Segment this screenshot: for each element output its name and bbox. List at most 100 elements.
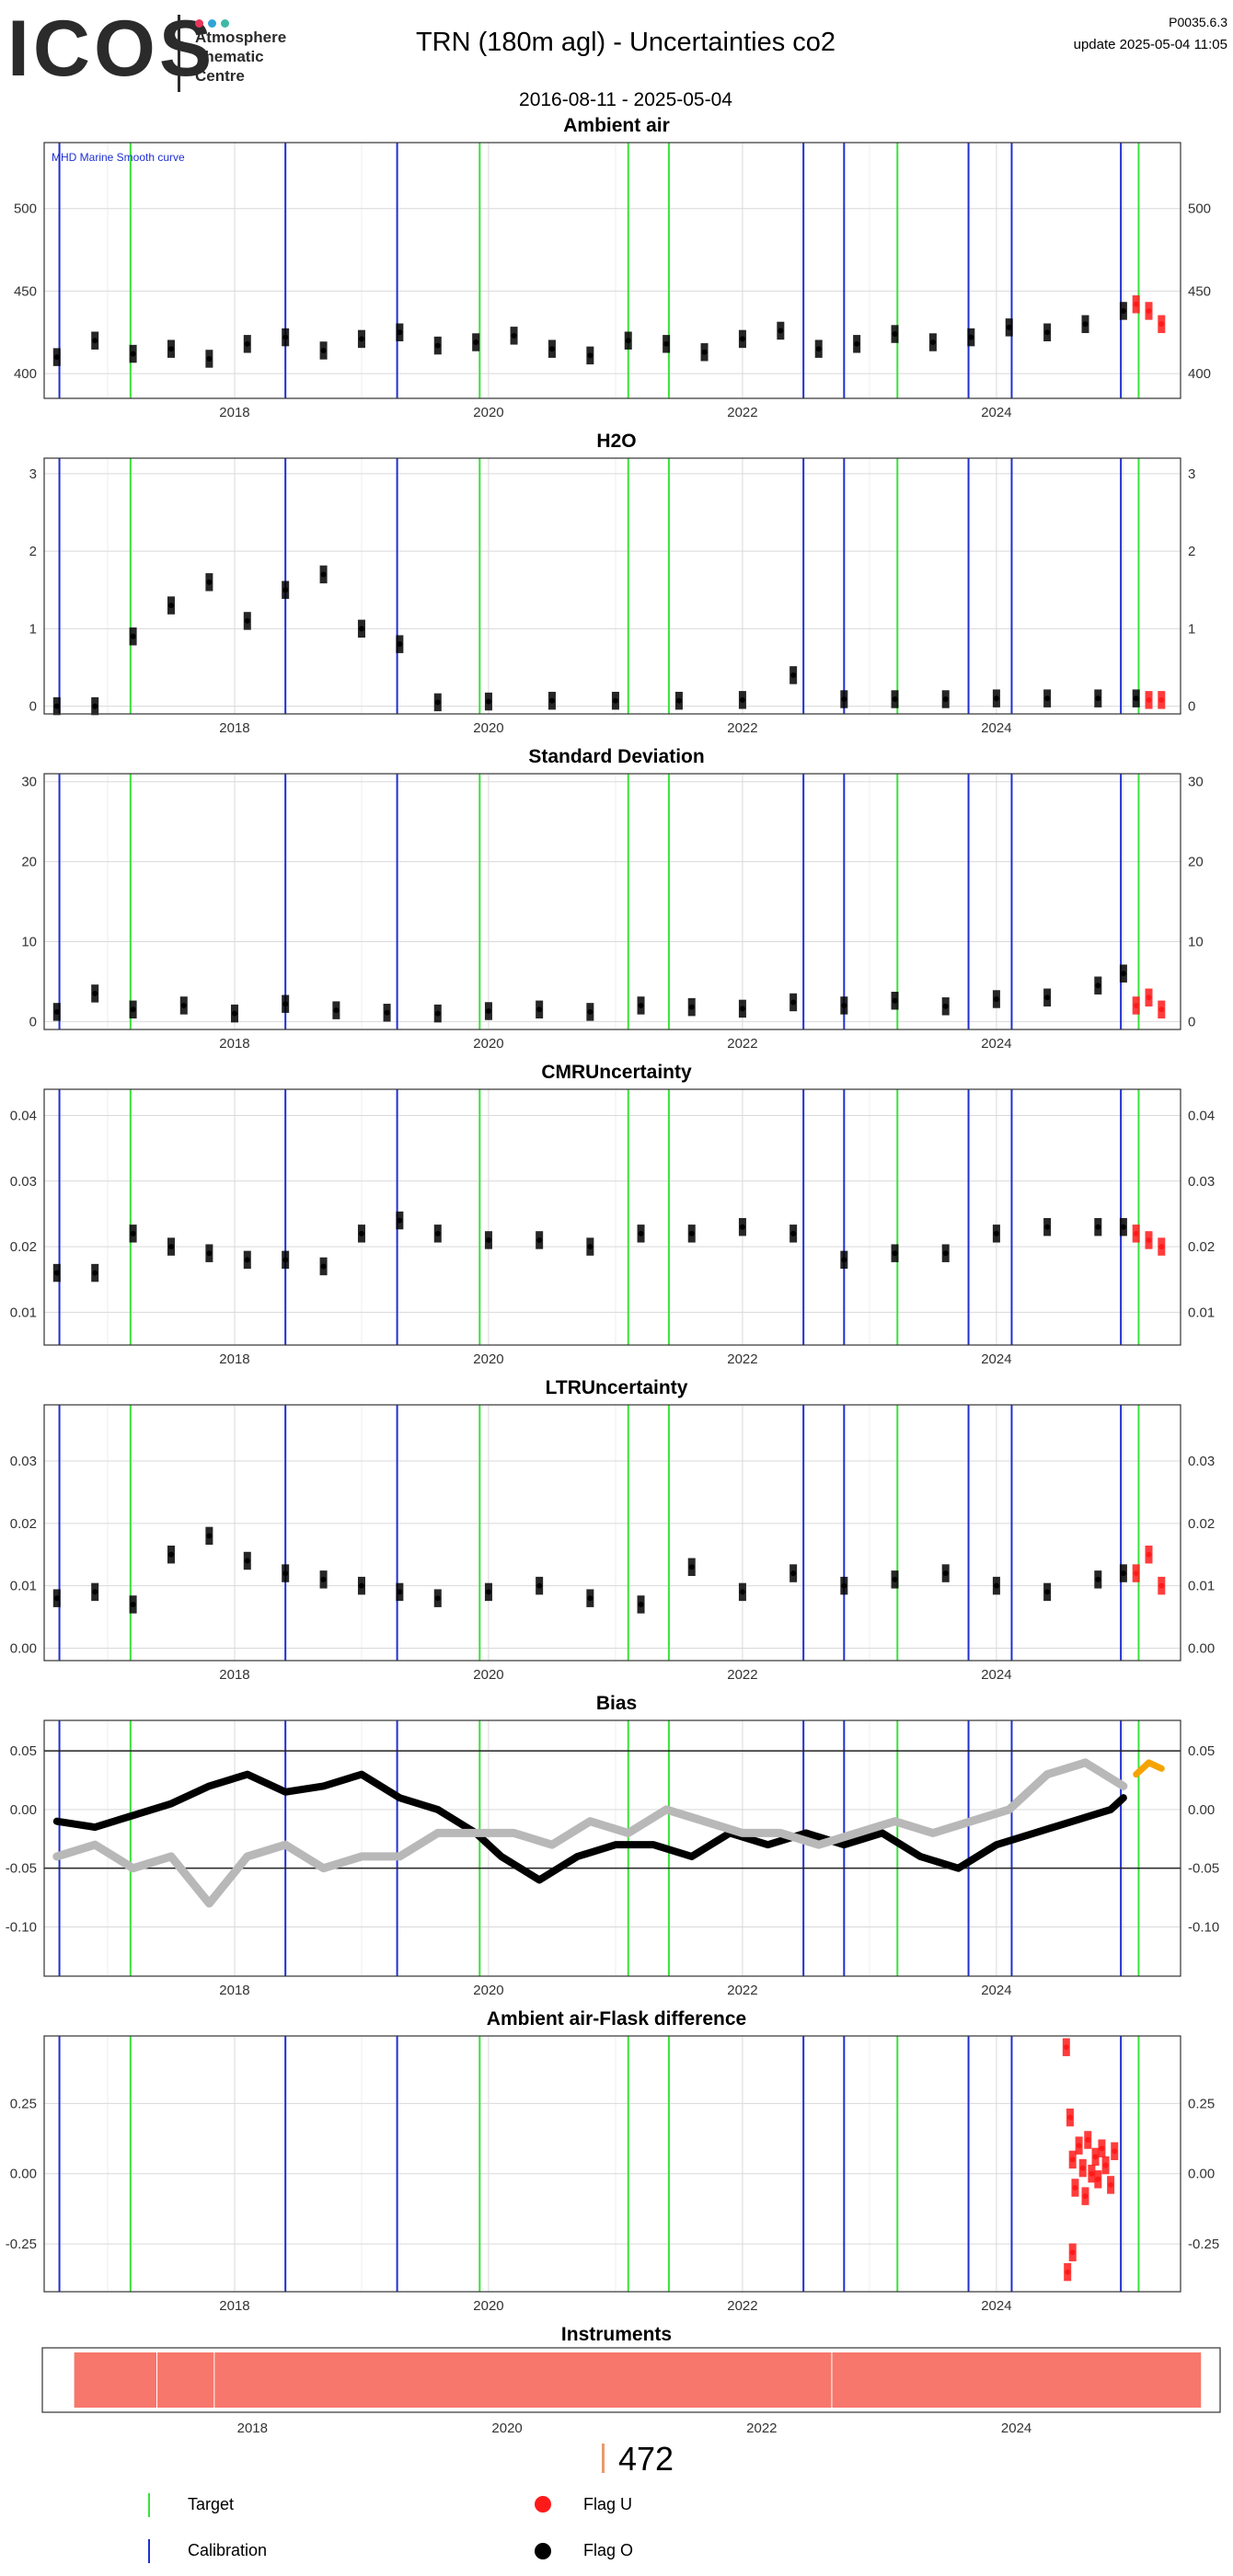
y-tick-label: 0.03 [10, 1174, 37, 1190]
x-tick-label: 2024 [981, 2298, 1011, 2314]
data-point [790, 672, 797, 678]
panel-title-ambient: Ambient air [563, 115, 670, 136]
y-tick-label: 30 [21, 775, 37, 790]
y-tick-label-right: 0.01 [1188, 1305, 1215, 1320]
data-point [1133, 1230, 1139, 1236]
legend-label-target: Target [188, 2495, 235, 2513]
y-tick-label-right: -0.05 [1188, 1861, 1219, 1877]
y-tick-label-right: 0.04 [1188, 1109, 1215, 1124]
data-point [1006, 324, 1012, 330]
y-tick-label: 0.00 [10, 1640, 37, 1656]
data-point [993, 1230, 999, 1236]
data-point [282, 587, 289, 593]
y-tick-label-right: 500 [1188, 201, 1211, 217]
x-tick-label: 2018 [237, 2421, 268, 2436]
data-point [320, 1263, 327, 1270]
y-tick-label: -0.25 [6, 2237, 37, 2252]
y-tick-label: 2 [29, 544, 37, 559]
chart-panel-3 [43, 1088, 1181, 1346]
y-tick-label-right: 20 [1188, 855, 1204, 870]
data-point [53, 703, 60, 709]
x-tick-label: 2020 [473, 1983, 503, 1998]
data-point [1095, 1576, 1101, 1582]
data-point [92, 1589, 98, 1595]
x-tick-label: 2022 [727, 720, 757, 736]
data-point [485, 698, 491, 705]
x-tick-label: 2024 [981, 405, 1011, 420]
data-point [790, 1570, 797, 1577]
data-point [739, 1589, 745, 1595]
y-tick-label: 0.03 [10, 1454, 37, 1469]
data-point [206, 1533, 213, 1539]
data-point [638, 1002, 644, 1008]
panel-title-cmr: CMRUncertainty [541, 1062, 692, 1083]
x-tick-label: 2020 [473, 720, 503, 736]
data-point [1158, 1244, 1165, 1250]
data-point [1158, 696, 1165, 703]
panel-title-h2o: H2O [596, 431, 637, 452]
data-point [587, 352, 593, 359]
data-point [1069, 2249, 1076, 2256]
data-point [397, 641, 403, 648]
data-point [282, 1001, 289, 1007]
data-point [1082, 2193, 1089, 2200]
y-tick-label-right: 0.00 [1188, 2167, 1215, 2182]
x-tick-label: 2022 [727, 405, 757, 420]
data-point [625, 338, 631, 344]
data-point [244, 617, 250, 624]
y-tick-label-right: -0.25 [1188, 2237, 1219, 2252]
data-point [1102, 2162, 1109, 2168]
data-point [130, 1601, 136, 1607]
date-range: 2016-08-11 - 2025-05-04 [519, 89, 732, 110]
data-point [1065, 2269, 1071, 2275]
panel-title-bias: Bias [595, 1693, 638, 1714]
y-tick-label: 0.05 [10, 1743, 37, 1759]
y-tick-label-right: 2 [1188, 544, 1195, 559]
data-point [993, 696, 999, 702]
data-point [1095, 1224, 1101, 1230]
x-tick-label: 2020 [491, 2421, 522, 2436]
data-point [167, 346, 174, 352]
data-point [1089, 2170, 1095, 2177]
data-point [92, 703, 98, 709]
data-point [130, 1230, 136, 1236]
legend-label-calibration: Calibration [188, 2541, 268, 2559]
update-timestamp: update 2025-05-04 11:05 [1073, 37, 1227, 52]
data-point [244, 1558, 250, 1564]
y-tick-label-right: -0.10 [1188, 1919, 1219, 1935]
data-point [53, 354, 60, 361]
data-point [206, 579, 213, 585]
chart-panel-6 [43, 2035, 1181, 2293]
data-point [587, 1008, 593, 1015]
data-point [536, 1236, 543, 1243]
data-point [739, 1224, 745, 1230]
x-tick-label: 2024 [981, 1983, 1011, 1998]
data-point [1120, 307, 1126, 314]
data-point [701, 349, 708, 355]
version-label: P0035.6.3 [1169, 15, 1227, 29]
y-tick-label: 0.02 [10, 1239, 37, 1255]
data-point [1044, 1224, 1051, 1230]
data-point [397, 329, 403, 336]
y-tick-label: 0.00 [10, 1802, 37, 1818]
data-point [892, 1576, 898, 1582]
data-point [130, 351, 136, 357]
x-tick-label: 2022 [727, 1667, 757, 1683]
y-tick-label: 0.25 [10, 2096, 37, 2111]
series-line-bias [52, 1770, 1127, 1884]
y-tick-label: 3 [29, 466, 37, 482]
data-point [485, 1589, 491, 1595]
legend-label-flag-o: Flag O [583, 2541, 634, 2559]
y-tick-label: 0 [29, 1014, 37, 1029]
data-point [397, 1589, 403, 1595]
data-point [167, 603, 174, 609]
data-point [790, 999, 797, 1006]
data-point [688, 1564, 695, 1570]
data-point [206, 1250, 213, 1257]
logo-dot [195, 19, 203, 28]
y-tick-label-right: 0.03 [1188, 1174, 1215, 1190]
data-point [675, 697, 682, 704]
data-point [739, 696, 745, 703]
data-point [231, 1010, 237, 1017]
x-tick-label: 2024 [981, 1036, 1011, 1052]
